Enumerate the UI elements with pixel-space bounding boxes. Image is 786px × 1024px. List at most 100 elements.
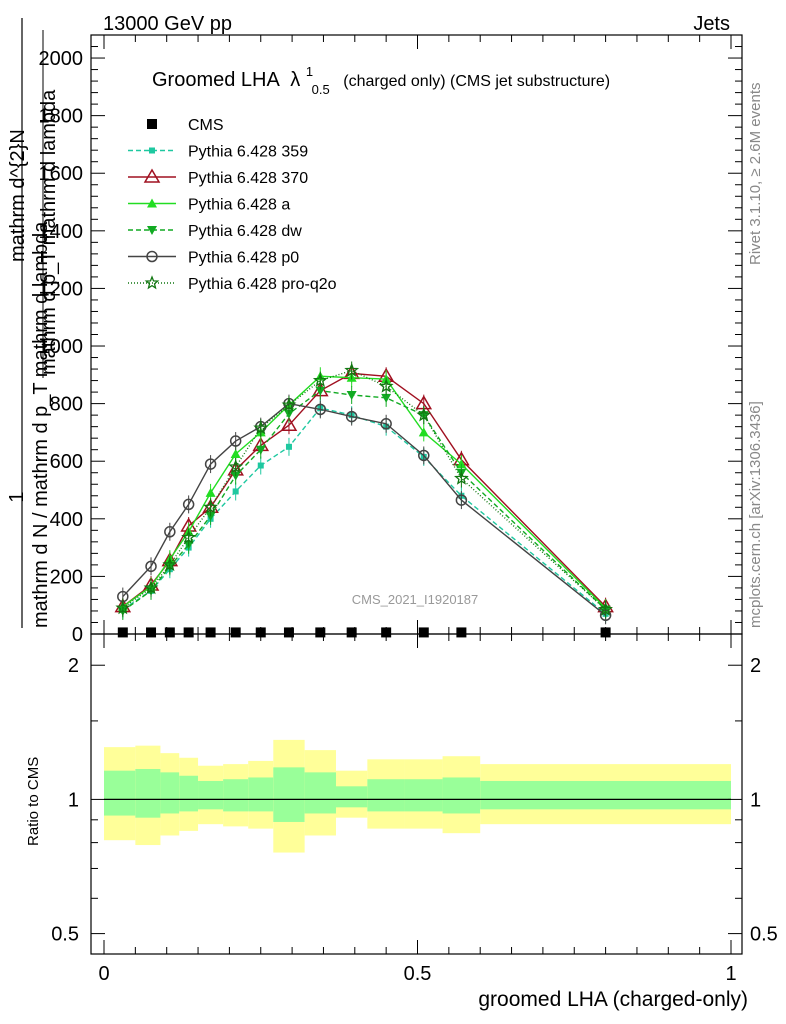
data-point: [205, 487, 216, 497]
process-label: Jets: [693, 13, 730, 35]
y-tick-label: 0: [72, 624, 83, 646]
cms-point: [183, 627, 194, 638]
data-point: [456, 459, 467, 469]
cms-point: [117, 627, 128, 638]
data-point: [381, 393, 392, 403]
ratio-frame: [90, 633, 743, 955]
cms-point: [283, 627, 294, 638]
data-point: [257, 462, 264, 469]
data-point: [145, 560, 157, 573]
ratio-plot-area: 0 0.5 1 0.5 0.5 1 1 2 2: [51, 633, 778, 985]
legend-label: Pythia 6.428 dw: [188, 223, 302, 240]
data-point: [255, 445, 266, 455]
legend-label: Pythia 6.428 pro-q2o: [188, 276, 337, 293]
x-tick-label: 0: [98, 963, 109, 985]
legend-item: Pythia 6.428 dw: [128, 223, 302, 240]
data-point: [230, 449, 241, 459]
legend-label: Pythia 6.428 370: [188, 170, 308, 187]
data-point: [232, 488, 239, 495]
data-point: [253, 420, 269, 435]
chart-title: Groomed LHA λ 1 0.5 (charged only) (CMS …: [152, 59, 610, 99]
data-point: [380, 418, 392, 430]
legend-marker: [149, 147, 155, 154]
cms-point: [146, 627, 157, 638]
series-line: [122, 389, 607, 612]
ylabel-bottom2: mathrm d p_T mathrm d lambda: [38, 89, 60, 375]
data-point: [280, 416, 298, 431]
data-point: [281, 397, 297, 412]
ratio-tick-label-right: 2: [750, 655, 761, 677]
y-tick-label: 1000: [39, 336, 84, 358]
ratio-tick-label-right: 0.5: [750, 924, 778, 946]
y-tick-label: 1800: [39, 106, 84, 128]
ratio-band-inner: [304, 772, 336, 814]
cms-point: [456, 627, 467, 638]
data-point: [205, 511, 216, 521]
series-line: [122, 375, 607, 609]
legend-item: Pythia 6.428 359: [128, 144, 308, 161]
ratio-band-inner: [273, 767, 305, 822]
legend-item: CMS: [147, 117, 224, 134]
energy-label: 13000 GeV pp: [103, 13, 232, 35]
legend-item: Pythia 6.428 p0: [128, 250, 299, 267]
data-point: [312, 372, 328, 387]
legend-label: CMS: [188, 117, 224, 134]
series-1: [119, 398, 609, 623]
series-2: [114, 364, 614, 616]
ratio-band-inner: [135, 769, 161, 818]
ratio-band-inner: [248, 777, 274, 812]
ratio-band-inner: [442, 777, 481, 814]
data-point: [418, 427, 429, 437]
ratio-band-inner: [179, 775, 199, 812]
ratio-ylabel: Ratio to CMS: [25, 757, 42, 846]
ratio-tick-label: 2: [68, 655, 79, 677]
legend-label: Pythia 6.428 p0: [188, 250, 299, 267]
data-point: [344, 362, 360, 377]
data-point: [204, 458, 217, 470]
ratio-tick-label-right: 1: [750, 789, 761, 811]
ratio-band-inner: [480, 780, 731, 810]
series-cms: [117, 627, 611, 638]
cms-point: [600, 627, 611, 638]
ratio-band-inner: [367, 779, 405, 812]
ratio-tick-label: 1: [68, 789, 79, 811]
data-point: [229, 435, 242, 447]
rivet-label: Rivet 3.1.10, ≥ 2.6M events: [747, 83, 764, 266]
data-point: [230, 471, 241, 481]
y-tick-label: 1400: [39, 221, 84, 243]
cms-point: [315, 627, 326, 638]
ratio-tick-label: 0.5: [51, 924, 79, 946]
data-point: [378, 378, 394, 393]
data-point: [598, 601, 613, 616]
ratio-band-inner: [198, 780, 224, 810]
data-point: [346, 390, 357, 400]
cms-point: [381, 627, 392, 638]
xlabel: groomed LHA (charged-only): [478, 988, 748, 1011]
ylabel-top: 1: [6, 491, 28, 502]
legend-item: Pythia 6.428 370: [128, 168, 308, 187]
data-point: [228, 459, 244, 474]
data-point: [315, 386, 326, 396]
y-tick-label: 800: [50, 394, 83, 416]
data-point: [455, 494, 468, 506]
cms-point: [205, 627, 216, 638]
cms-point: [418, 627, 429, 638]
legend-label: Pythia 6.428 a: [188, 197, 290, 214]
legend-marker: [147, 198, 157, 208]
data-point: [181, 529, 197, 544]
y-tick-label: 400: [50, 509, 83, 531]
series-line: [122, 402, 607, 616]
analysis-watermark: CMS_2021_I1920187: [352, 592, 479, 607]
ratio-band-inner: [223, 779, 249, 812]
ratio-band-inner: [160, 772, 180, 814]
x-tick-label: 1: [725, 963, 736, 985]
data-point: [416, 407, 432, 422]
legend: CMS Pythia 6.428 359 Pythia 6.428 370 Pythi…: [128, 117, 337, 293]
ratio-band-inner: [104, 770, 136, 816]
data-point: [283, 409, 294, 419]
data-point: [182, 498, 195, 511]
cms-point: [230, 627, 241, 638]
cms-point: [346, 627, 357, 638]
y-tick-label: 600: [50, 451, 83, 473]
